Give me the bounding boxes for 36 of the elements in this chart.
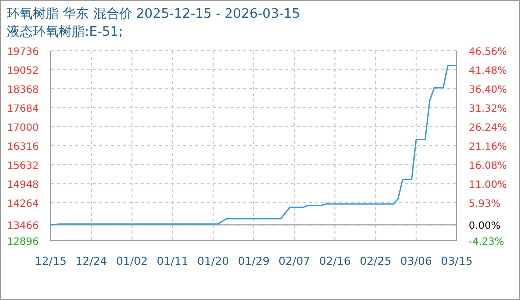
y-tick-label: 18368: [7, 85, 39, 96]
x-tick-label: 01/11: [156, 254, 189, 268]
y-tick-label: 16316: [7, 142, 39, 153]
x-tick-label: 02/07: [278, 254, 310, 268]
line-series: [51, 65, 457, 226]
y-tick-label: 14264: [7, 199, 39, 210]
x-tick-label: 03/15: [441, 254, 473, 268]
y2-tick-label: 5.93%: [469, 198, 501, 210]
y2-tick-label: 31.32%: [469, 104, 508, 116]
y-tick-label: 17684: [7, 104, 39, 115]
y2-tick-label: 21.16%: [469, 142, 508, 154]
chart-subtitle: 液态环氧树脂:E-51;: [7, 24, 124, 41]
x-tick-label: 01/02: [116, 254, 148, 268]
x-tick-label: 02/25: [360, 254, 392, 268]
y2-tick-label: 16.08%: [469, 161, 508, 172]
y2-tick-label: 41.48%: [469, 66, 508, 78]
y-tick-label: 15632: [7, 161, 39, 172]
y2-tick-label: 11.00%: [469, 180, 508, 192]
chart-title: 环氧树脂 华东 混合价 2025-12-15 - 2026-03-15: [7, 6, 300, 23]
y2-tick-label: 46.56%: [469, 47, 508, 58]
y2-tick-label: 36.40%: [469, 85, 508, 96]
y-tick-label: 19052: [7, 66, 39, 77]
y2-tick-label: -4.23%: [469, 237, 504, 248]
x-tick-label: 03/06: [400, 254, 432, 268]
y2-tick-label: 0.00%: [469, 221, 501, 232]
y-tick-label: 12896: [7, 237, 39, 248]
x-tick-label: 01/20: [198, 254, 230, 268]
y-tick-label: 19736: [7, 47, 39, 58]
x-tick-label: 12/15: [35, 254, 67, 268]
y-tick-label: 14948: [7, 180, 39, 191]
x-tick-label: 01/29: [238, 254, 270, 268]
x-tick-label: 02/16: [319, 254, 352, 268]
x-tick-label: 12/24: [76, 254, 108, 268]
y-tick-label: 17000: [7, 123, 39, 134]
y2-tick-label: 26.24%: [469, 123, 508, 134]
y-tick-label: 13466: [7, 221, 39, 232]
